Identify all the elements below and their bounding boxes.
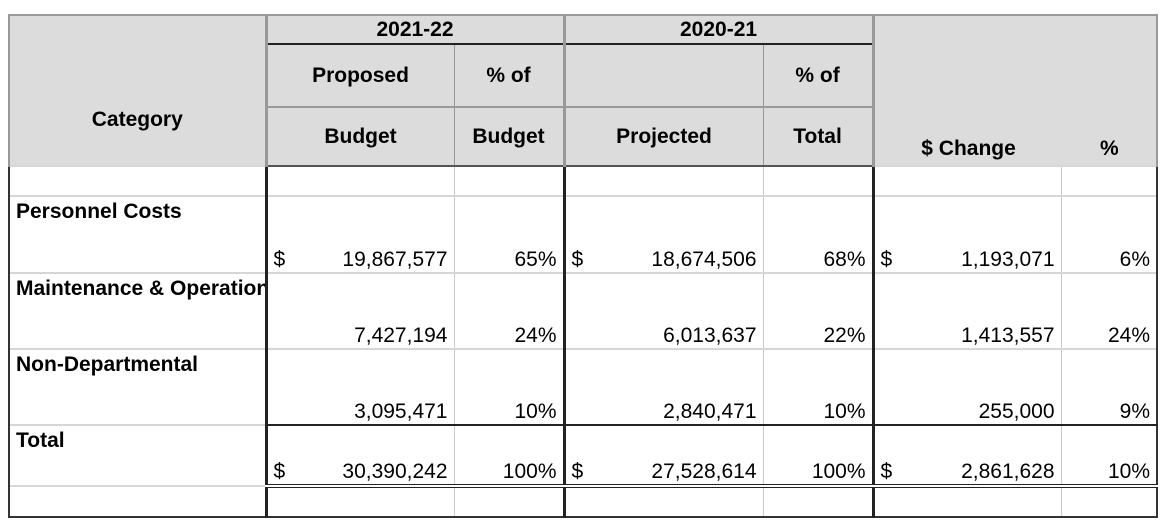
budget-cell: 7,427,194: [264, 272, 455, 349]
pct-total-header-line2: Total: [762, 106, 874, 167]
budget-table: Category 2021-22 2020-21 $ Change % Prop…: [8, 14, 1159, 518]
category-cell: Personnel Costs: [8, 195, 267, 273]
table-row: Personnel Costs $19,867,577 65% $18,674,…: [8, 195, 1159, 273]
projected-header: Projected: [562, 106, 764, 167]
category-header-label: Category: [91, 107, 183, 131]
category-cell: Non-Departmental: [8, 348, 267, 425]
total-budget-cell: $30,390,242: [264, 424, 455, 488]
header-group-row: Category 2021-22 2020-21 $ Change %: [8, 14, 1159, 166]
projected-header-blank: [562, 43, 764, 107]
budget-cell: 3,095,471: [264, 348, 455, 426]
proposed-header-line1: Proposed: [264, 43, 455, 107]
total-pct-total-cell: 100%: [762, 424, 874, 488]
dollar-change-header: $ Change: [921, 137, 1016, 160]
projected-cell: 6,013,637: [562, 272, 764, 349]
pct-budget-cell: 24%: [453, 272, 565, 349]
pct-budget-cell: 10%: [453, 348, 565, 426]
pct-total-cell: 22%: [762, 272, 874, 349]
category-cell: Maintenance & Operations: [8, 272, 267, 349]
table-row: Non-Departmental 3,095,471 10% 2,840,471…: [8, 348, 1159, 426]
budget-cell: $19,867,577: [264, 195, 455, 273]
spacer-row: [8, 165, 1159, 196]
total-pct-budget-cell: 100%: [453, 424, 565, 488]
category-header: Category: [8, 14, 267, 166]
table-row: Maintenance & Operations 7,427,194 24% 6…: [8, 272, 1159, 349]
pct-change-cell: 6%: [1060, 195, 1159, 273]
change-cell: 1,413,557: [871, 272, 1062, 349]
group-header-2021-22: 2021-22: [264, 14, 565, 45]
header-label-row-2: Budget Budget Projected Total: [9, 106, 1157, 167]
total-pct-change-cell: 10%: [1060, 424, 1159, 488]
total-change-cell: $2,861,628: [871, 424, 1062, 488]
pct-budget-cell: 65%: [453, 195, 565, 273]
pct-budget-header-line2: Budget: [453, 106, 565, 167]
proposed-header-line2: Budget: [264, 106, 455, 167]
total-projected-cell: $27,528,614: [562, 424, 764, 488]
projected-cell: 2,840,471: [562, 348, 764, 426]
group-header-2020-21: 2020-21: [562, 14, 874, 45]
pct-change-cell: 9%: [1060, 348, 1159, 426]
pct-change-cell: 24%: [1060, 272, 1159, 349]
pct-total-cell: 68%: [762, 195, 874, 273]
projected-cell: $18,674,506: [562, 195, 764, 273]
change-header-cell: $ Change %: [871, 14, 1159, 166]
footer-spacer-row: [8, 485, 1159, 518]
pct-total-header-line1: % of: [762, 43, 874, 107]
change-cell: $1,193,071: [871, 195, 1062, 273]
change-cell: 255,000: [871, 348, 1062, 426]
total-label: Total: [8, 424, 267, 486]
pct-budget-header-line1: % of: [453, 43, 565, 107]
header-label-row-1: Proposed % of % of: [9, 43, 1157, 107]
pct-total-cell: 10%: [762, 348, 874, 426]
pct-change-header: %: [1099, 137, 1119, 160]
total-row: Total $30,390,242 100% $27,528,614 100% …: [8, 424, 1159, 488]
